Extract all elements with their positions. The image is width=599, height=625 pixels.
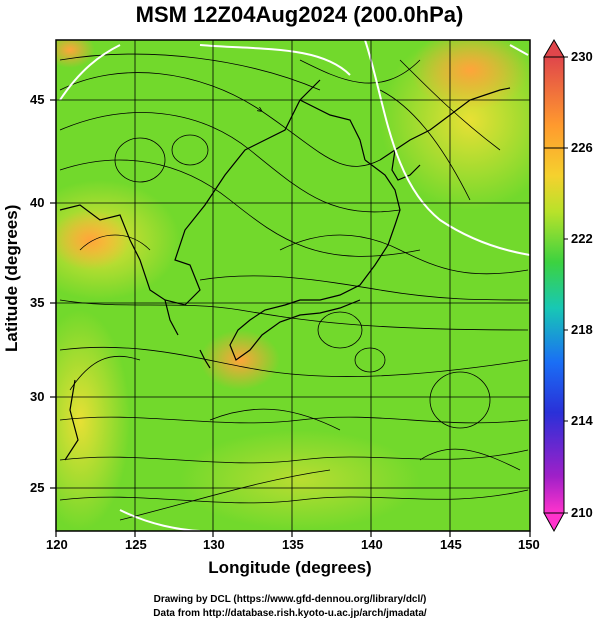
colorbar-tick-label: 226: [571, 140, 593, 155]
colorbar-scale: [543, 56, 565, 514]
colorbar-tick-label: 230: [571, 49, 593, 64]
footer-credit-data: Data from http://database.rish.kyoto-u.a…: [153, 608, 427, 619]
axis-tick-marks: [50, 99, 531, 537]
colorbar-bottom-arrow: [543, 512, 565, 533]
colorbar-tick-label: 210: [571, 505, 593, 520]
y-tick-label: 25: [30, 480, 45, 495]
colorbar-tick-label: 222: [571, 231, 593, 246]
x-tick-label: 135: [282, 537, 304, 552]
y-tick-label: 40: [30, 195, 45, 210]
x-tick-label: 120: [46, 537, 68, 552]
x-tick-label: 125: [125, 537, 147, 552]
chart-title: MSM 12Z04Aug2024 (200.0hPa): [135, 2, 464, 27]
y-axis-label: Latitude (degrees): [2, 204, 21, 352]
plot-frame: [55, 39, 531, 532]
y-tick-label: 30: [30, 389, 45, 404]
x-tick-label: 145: [440, 537, 462, 552]
colorbar: [543, 39, 568, 533]
temperature-field: [56, 40, 530, 531]
x-tick-label: 150: [518, 537, 540, 552]
colorbar-tick-label: 214: [571, 413, 593, 428]
graticule: [56, 40, 530, 531]
colorbar-tick-label: 218: [571, 322, 593, 337]
y-tick-label: 45: [30, 92, 45, 107]
x-tick-label: 130: [203, 537, 225, 552]
x-axis-label: Longitude (degrees): [208, 558, 372, 577]
x-tick-label: 140: [361, 537, 383, 552]
colorbar-top-arrow: [543, 39, 565, 58]
footer-credit-drawing: Drawing by DCL (https://www.gfd-dennou.o…: [153, 594, 427, 605]
y-tick-label: 35: [30, 295, 45, 310]
